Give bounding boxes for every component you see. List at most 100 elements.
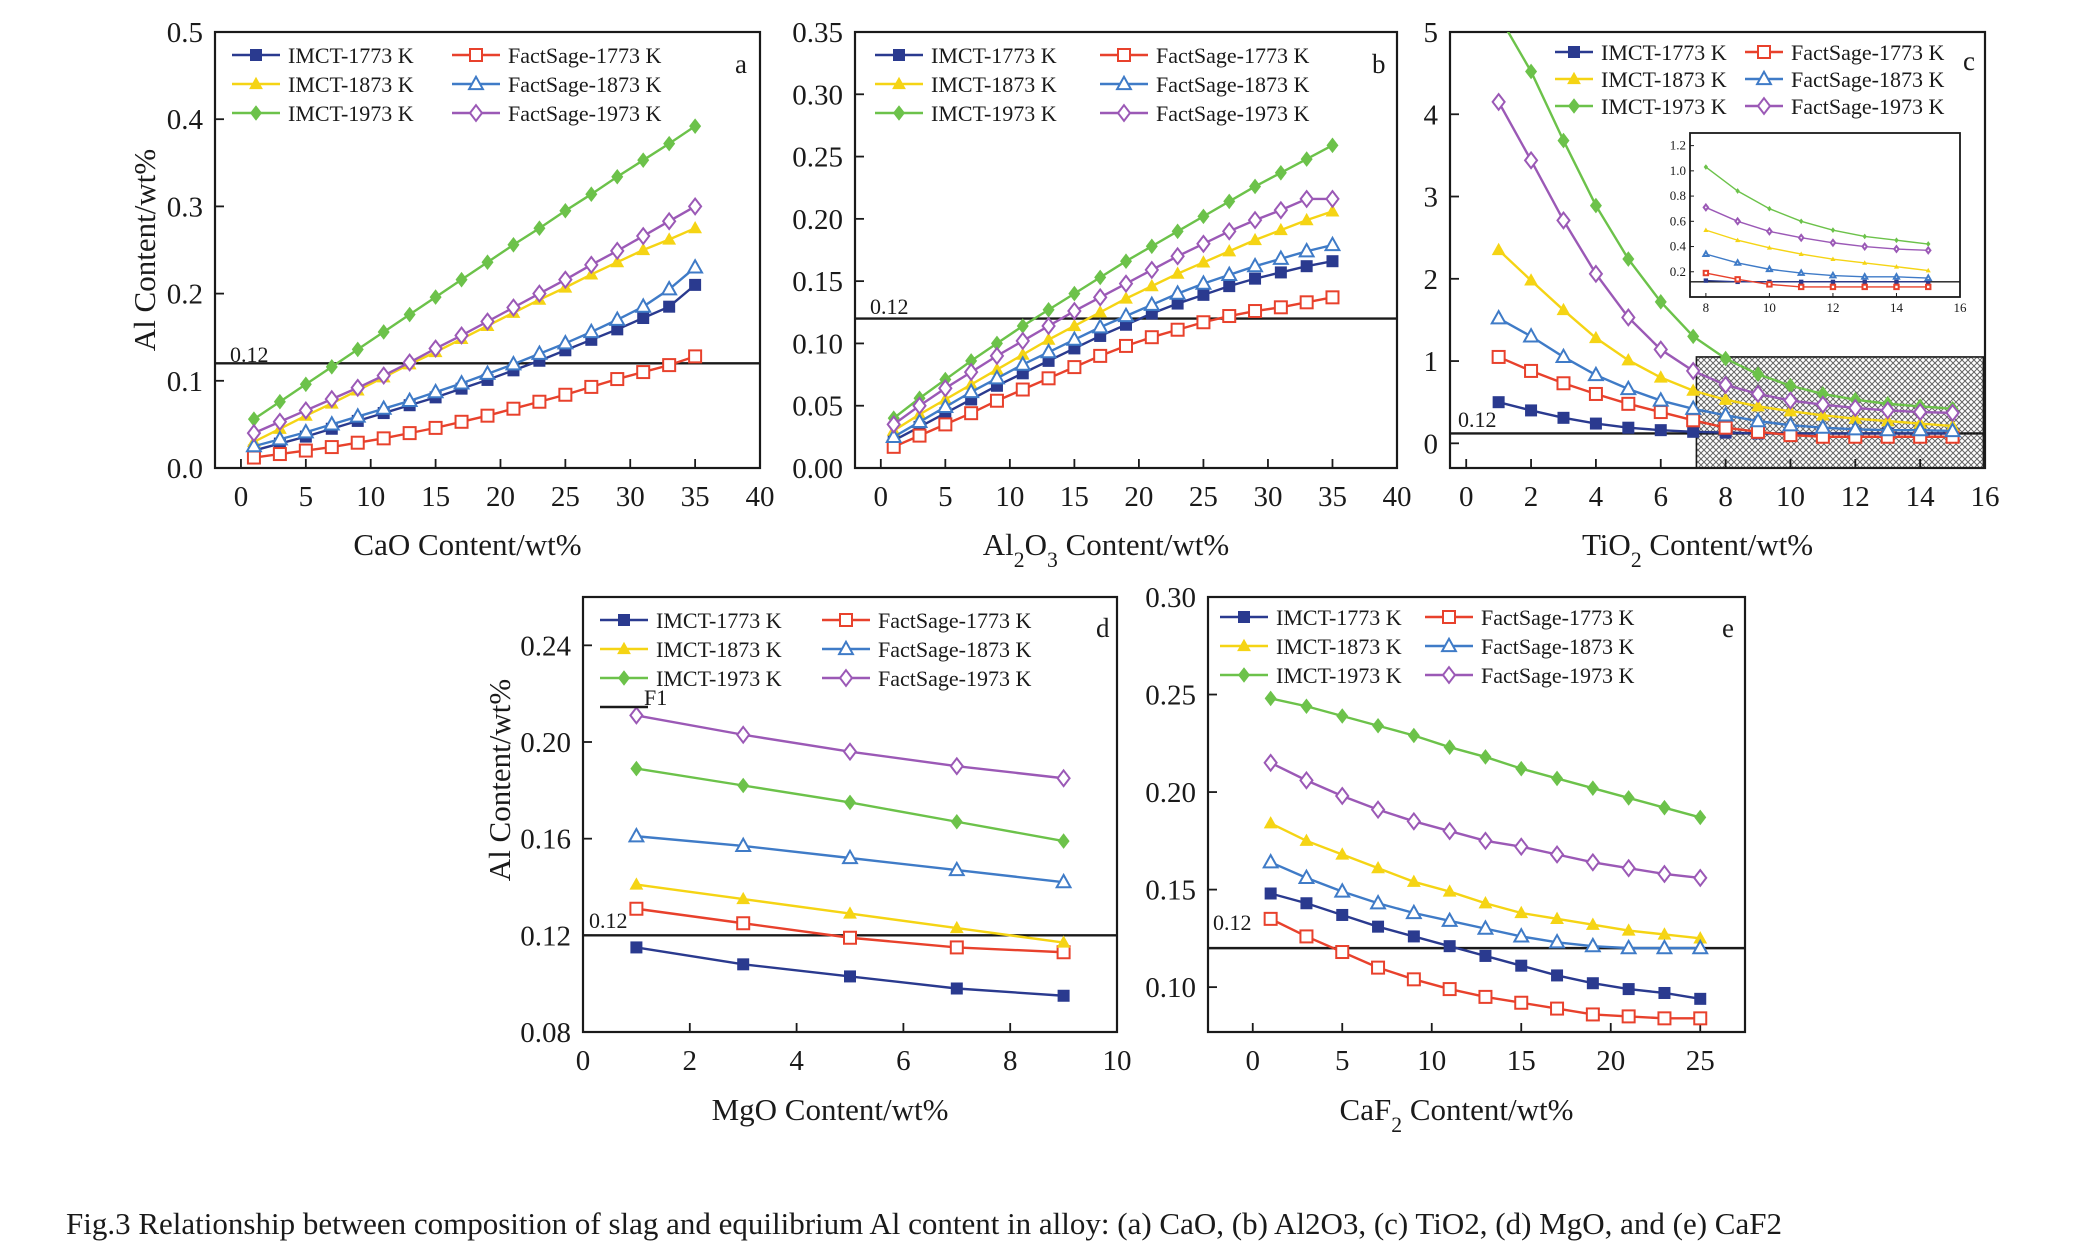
data-point: [1585, 917, 1600, 930]
data-point: [1065, 330, 1083, 346]
chart-panel-b: 0 5 10 15 20 25 30 35 40 0.00 0.05 0.10 0.15 0.20 0.25…: [792, 17, 1411, 572]
data-point: [1372, 717, 1385, 734]
data-point: [608, 310, 626, 326]
reference-line-label: 0.12: [589, 908, 628, 933]
data-point: [375, 399, 393, 415]
x-tick-label: 10: [1103, 1045, 1132, 1077]
data-point: [1054, 872, 1073, 889]
data-point: [1523, 150, 1539, 170]
data-point: [506, 298, 521, 317]
y-tick-label: 0.3: [167, 191, 203, 223]
data-point: [1912, 402, 1928, 422]
data-point: [1056, 768, 1071, 788]
panel-letter: b: [1372, 49, 1386, 79]
data-point: [1653, 405, 1668, 420]
legend-marker: [893, 49, 905, 61]
data-point: [1264, 690, 1277, 707]
data-point: [689, 118, 702, 134]
x-tick-label: 30: [1253, 481, 1282, 513]
data-point: [1751, 424, 1766, 439]
data-point: [1515, 959, 1528, 972]
inset-data-point: [1735, 237, 1741, 243]
data-point: [1056, 945, 1071, 960]
legend: IMCT-1773 K FactSage-1773 K IMCT-1873 K Fac…: [1220, 605, 1634, 688]
data-point: [1653, 340, 1669, 359]
inset-data-point: [1766, 281, 1773, 288]
inset-data-point: [1797, 233, 1805, 243]
x-tick-label: 10: [1776, 481, 1805, 513]
data-point: [1653, 370, 1668, 383]
x-tick-label: 0: [1246, 1045, 1261, 1077]
legend-marker: [250, 49, 262, 61]
data-point: [1752, 366, 1765, 383]
panel-letter: c: [1963, 46, 1975, 76]
data-point: [1068, 285, 1081, 302]
data-point: [1551, 969, 1564, 982]
data-point: [1589, 417, 1602, 430]
data-point: [1584, 936, 1602, 953]
legend-entry: IMCT-1973 K: [1276, 663, 1402, 688]
data-point: [1170, 246, 1185, 266]
inset-y-tick-label: 0.2: [1670, 264, 1686, 279]
data-point: [1262, 853, 1280, 869]
data-point: [1093, 348, 1108, 363]
legend-entry: IMCT-1873 K: [656, 637, 782, 662]
y-tick-label: 0.4: [167, 104, 204, 136]
data-point: [1194, 274, 1213, 290]
inset-data-point: [1734, 216, 1742, 226]
data-point: [688, 349, 703, 364]
x-tick-label: 20: [1124, 481, 1153, 513]
inset-series-line: [1705, 272, 1929, 288]
data-point: [584, 379, 599, 394]
data-point: [1222, 244, 1237, 257]
data-point: [841, 848, 859, 865]
inset-data-point: [1829, 283, 1837, 291]
inset-data-point: [1798, 251, 1804, 256]
data-point: [1943, 421, 1962, 438]
data-point: [272, 412, 288, 432]
data-point: [1621, 308, 1636, 327]
data-point: [1248, 304, 1263, 319]
inset-data-point: [1894, 279, 1899, 285]
inset-x-tick-label: 10: [1763, 300, 1776, 315]
data-point: [1550, 1001, 1565, 1016]
data-point: [688, 221, 703, 234]
data-point: [662, 358, 677, 373]
legend-entry: IMCT-1773 K: [931, 43, 1057, 68]
panel-letter: e: [1722, 613, 1734, 643]
data-point: [350, 435, 365, 450]
data-point: [1325, 204, 1340, 217]
data-point: [1197, 288, 1210, 301]
data-point: [1118, 274, 1134, 294]
legend-entry: FactSage-1973 K: [1156, 101, 1309, 126]
chart-panel-d: 0 2 4 6 8 10 0.08 0.12 0.16 0.20 0.24 MgO Content/w…: [482, 595, 1132, 1127]
x-tick-label: 5: [1335, 1045, 1350, 1077]
y-tick-label: 0.25: [1145, 680, 1196, 712]
x-tick-label: 10: [1417, 1045, 1446, 1077]
data-point: [662, 232, 677, 245]
x-tick-label: 6: [896, 1045, 911, 1077]
data-point: [637, 152, 650, 168]
data-point: [1684, 399, 1702, 415]
legend-entry: FactSage-1873 K: [878, 637, 1031, 662]
inset-y-tick-label: 0.8: [1670, 188, 1686, 203]
y-tick-label: 0.25: [792, 142, 843, 174]
inset-series-line: [1705, 279, 1929, 283]
x-tick-label: 20: [486, 481, 515, 513]
data-point: [637, 312, 650, 325]
x-tick-label: 0: [874, 481, 889, 513]
y-tick-label: 0.05: [792, 391, 843, 423]
legend-marker: [1237, 638, 1251, 652]
data-point: [1655, 938, 1674, 955]
data-point: [349, 407, 367, 423]
data-point: [1299, 833, 1314, 846]
legend-marker: [839, 613, 853, 627]
data-point: [1015, 331, 1031, 351]
legend-marker: [1756, 96, 1772, 116]
data-point: [1548, 933, 1566, 949]
x-tick-label: 14: [1906, 481, 1936, 513]
data-point: [1067, 301, 1082, 321]
data-point: [1300, 151, 1313, 167]
data-point: [1589, 197, 1602, 214]
